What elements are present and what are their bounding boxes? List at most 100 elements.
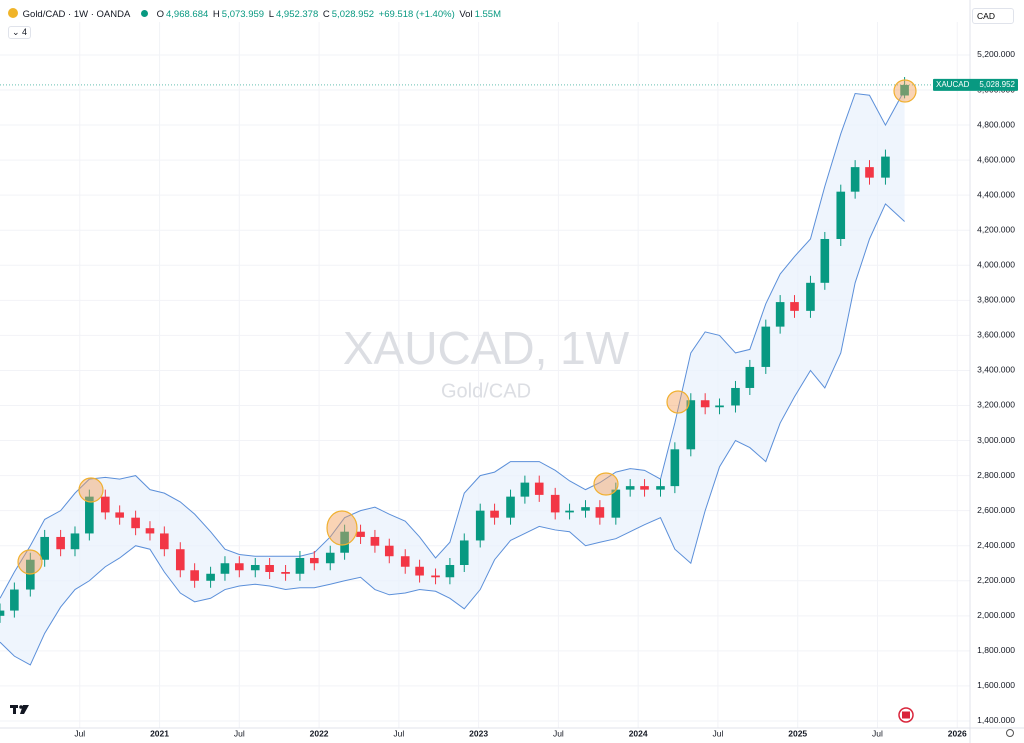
x-tick-label: 2023 (469, 728, 488, 738)
symbol[interactable]: Gold/CAD · 1W · OANDA (22, 9, 131, 20)
l-label: L (268, 9, 274, 20)
y-tick-label: 2,600.000 (977, 505, 1015, 515)
flag-center (902, 711, 910, 719)
y-tick-label: 4,600.000 (977, 154, 1015, 164)
highlight (78, 477, 104, 503)
candle-body (384, 545, 394, 557)
y-tick-label: 1,600.000 (977, 680, 1015, 690)
y-tick-label: 5,200.000 (977, 49, 1015, 59)
candle-body (265, 564, 274, 573)
candle-body (790, 302, 799, 311)
candle-body (0, 610, 5, 616)
x-tick-label: 2021 (150, 728, 169, 738)
candle-body (56, 536, 65, 550)
candle-body (686, 400, 696, 450)
candle-body (865, 167, 874, 178)
plot (0, 77, 970, 666)
candle-body (40, 536, 49, 560)
candle-body (10, 589, 19, 611)
candle-body (340, 531, 349, 553)
candle-body (806, 282, 815, 311)
c-value: 5,028.952 (331, 9, 375, 20)
x-tick-label: Jul (872, 728, 883, 738)
candle-body (415, 566, 424, 576)
highlight (17, 549, 43, 575)
candle-body (520, 482, 530, 497)
candle-body (761, 326, 771, 367)
candle-body (459, 540, 469, 565)
symbol-icon (8, 8, 18, 18)
candle-body (85, 496, 94, 534)
candle-body (731, 387, 740, 406)
l-value: 4,952.378 (275, 9, 319, 20)
y-tick-label: 3,800.000 (977, 295, 1015, 305)
candle-body (220, 563, 230, 574)
candle-body (295, 557, 305, 574)
logo-part (20, 705, 29, 714)
axes: 1,400.000 1,600.000 1,800.000 2,000.000 2,20… (74, 49, 1018, 738)
candle-body (115, 512, 124, 518)
candle-body (100, 496, 110, 513)
candle-body (281, 572, 290, 574)
band-line (0, 89, 906, 599)
y-tick-label: 4,200.000 (977, 224, 1015, 234)
band-line (0, 203, 905, 666)
o-value: 4,968.684 (166, 9, 209, 20)
candle-body (534, 482, 544, 495)
x-tick-label: 2022 (310, 728, 329, 738)
highlights (17, 79, 917, 575)
tv-logo (10, 705, 29, 714)
candle-body (26, 559, 35, 590)
candle-body (70, 533, 80, 550)
candle-body (475, 510, 485, 541)
settings-icon[interactable] (1006, 729, 1014, 737)
x-tick-label: 2025 (788, 728, 807, 738)
candle-body (206, 573, 215, 581)
candle-body (175, 549, 185, 571)
h-value: 5,073.959 (221, 9, 265, 20)
x-tick-label: Jul (74, 728, 85, 738)
candle-body (550, 494, 560, 513)
candle-body (370, 536, 380, 546)
candle-body (250, 564, 260, 571)
h-label: H (212, 9, 220, 20)
candle-body (700, 400, 710, 408)
candle-body (131, 517, 140, 529)
highlight (666, 390, 690, 414)
price-tag-bg (933, 78, 1018, 91)
y-tick-label: 3,200.000 (977, 400, 1015, 410)
y-tick-label: 2,400.000 (977, 540, 1015, 550)
candle-body (190, 570, 199, 581)
candle-body (400, 556, 410, 567)
y-tick-label: 1,400.000 (977, 715, 1015, 725)
logo-part (19, 705, 23, 709)
currency-select[interactable]: CAD (972, 8, 1014, 24)
candle-body (900, 84, 909, 96)
y-tick-label: 3,000.000 (977, 435, 1015, 445)
candle-body (235, 563, 244, 571)
candle-body (820, 238, 830, 283)
price-tag: XAUCAD (936, 80, 970, 89)
candle-body (670, 449, 680, 487)
o-label: O (156, 9, 164, 20)
highlight (593, 472, 619, 496)
candle-body (490, 510, 499, 518)
candle-body (160, 533, 169, 550)
c-label: C (322, 9, 330, 20)
price-tag-value: 5,028.952 (979, 80, 1015, 89)
change: +69.518 (+1.40%) (378, 9, 455, 20)
vol-label: Vol (459, 9, 473, 20)
candle-body (445, 564, 455, 578)
indicator-count: 4 (22, 27, 28, 37)
x-tick-label: Jul (393, 728, 404, 738)
y-tick-label: 1,800.000 (977, 645, 1015, 655)
x-tick-label: Jul (234, 728, 245, 738)
candle-body (611, 489, 621, 518)
candle-body (309, 557, 319, 564)
y-tick-label: 3,600.000 (977, 330, 1015, 340)
currency-flag (898, 707, 914, 723)
candle-body (325, 552, 335, 564)
indicators-toggle[interactable]: ⌄ 4 (8, 26, 32, 39)
vol-value: 1.55M (474, 9, 501, 20)
